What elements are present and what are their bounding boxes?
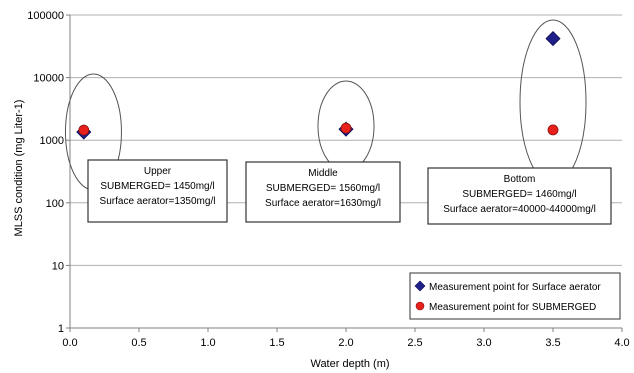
y-tick-1: 1 xyxy=(58,323,64,335)
x-tick-labels: 0.0 0.5 1.0 1.5 2.0 2.5 3.0 3.5 4.0 xyxy=(62,337,629,349)
y-tick-10: 10 xyxy=(52,260,64,272)
legend-label-2: Measurement point for SUBMERGED xyxy=(429,302,596,313)
annotation-upper: Upper SUBMERGED= 1450mg/l Surface aerator=… xyxy=(87,159,228,223)
y-tick-1000: 1000 xyxy=(40,135,64,147)
data-points xyxy=(76,31,561,140)
annotation-box xyxy=(245,161,401,223)
x-tick-1.5: 1.5 xyxy=(269,337,284,349)
point-submerged-1 xyxy=(78,124,90,136)
annotation-title: Middle xyxy=(308,168,338,179)
x-tick-4.0: 4.0 xyxy=(614,337,629,349)
grid-lines xyxy=(70,14,622,266)
x-tick-3.5: 3.5 xyxy=(545,337,560,349)
legend-marker-surface-aerator xyxy=(414,280,426,292)
annotation-line: Surface aerator=40000-44000mg/l xyxy=(443,204,596,215)
legend: Measurement point for Surface aerator Mea… xyxy=(409,272,621,320)
y-tick-10000: 10000 xyxy=(33,73,64,85)
annotation-middle: Middle SUBMERGED= 1560mg/l Surface aerator… xyxy=(245,161,401,223)
annotation-line: SUBMERGED= 1450mg/l xyxy=(100,181,214,192)
annotation-title: Bottom xyxy=(504,174,536,185)
annotation-box xyxy=(87,159,228,223)
annotation-line: SUBMERGED= 1560mg/l xyxy=(266,183,380,194)
point-submerged-3 xyxy=(547,124,559,136)
annotation-box xyxy=(427,167,612,225)
annotation-boxes: Upper SUBMERGED= 1450mg/l Surface aerator=… xyxy=(87,159,612,225)
annotation-line: SUBMERGED= 1460mg/l xyxy=(462,189,576,200)
x-tick-2.5: 2.5 xyxy=(407,337,422,349)
x-tick-3.0: 3.0 xyxy=(476,337,491,349)
point-surface-aerator-3 xyxy=(545,31,561,47)
annotation-line: Surface aerator=1630mg/l xyxy=(265,198,381,209)
legend-marker-submerged xyxy=(415,301,425,311)
y-tick-100: 100 xyxy=(46,198,64,210)
x-tick-2.0: 2.0 xyxy=(338,337,353,349)
x-tick-1.0: 1.0 xyxy=(200,337,215,349)
annotation-line: Surface aerator=1350mg/l xyxy=(100,196,216,207)
legend-box xyxy=(409,272,621,320)
y-axis-label: MLSS condition (mg Liter-1) xyxy=(13,100,25,237)
point-submerged-2 xyxy=(340,122,352,134)
legend-label-1: Measurement point for Surface aerator xyxy=(429,282,601,293)
annotation-bottom: Bottom SUBMERGED= 1460mg/l Surface aerator… xyxy=(427,167,612,225)
axes xyxy=(66,14,623,332)
annotation-title: Upper xyxy=(144,166,172,177)
x-axis-label: Water depth (m) xyxy=(310,358,389,370)
x-tick-0.0: 0.0 xyxy=(62,337,77,349)
y-tick-labels: 1 10 100 1000 10000 100000 xyxy=(27,10,64,335)
x-tick-0.5: 0.5 xyxy=(131,337,146,349)
y-tick-100000: 100000 xyxy=(27,10,64,22)
